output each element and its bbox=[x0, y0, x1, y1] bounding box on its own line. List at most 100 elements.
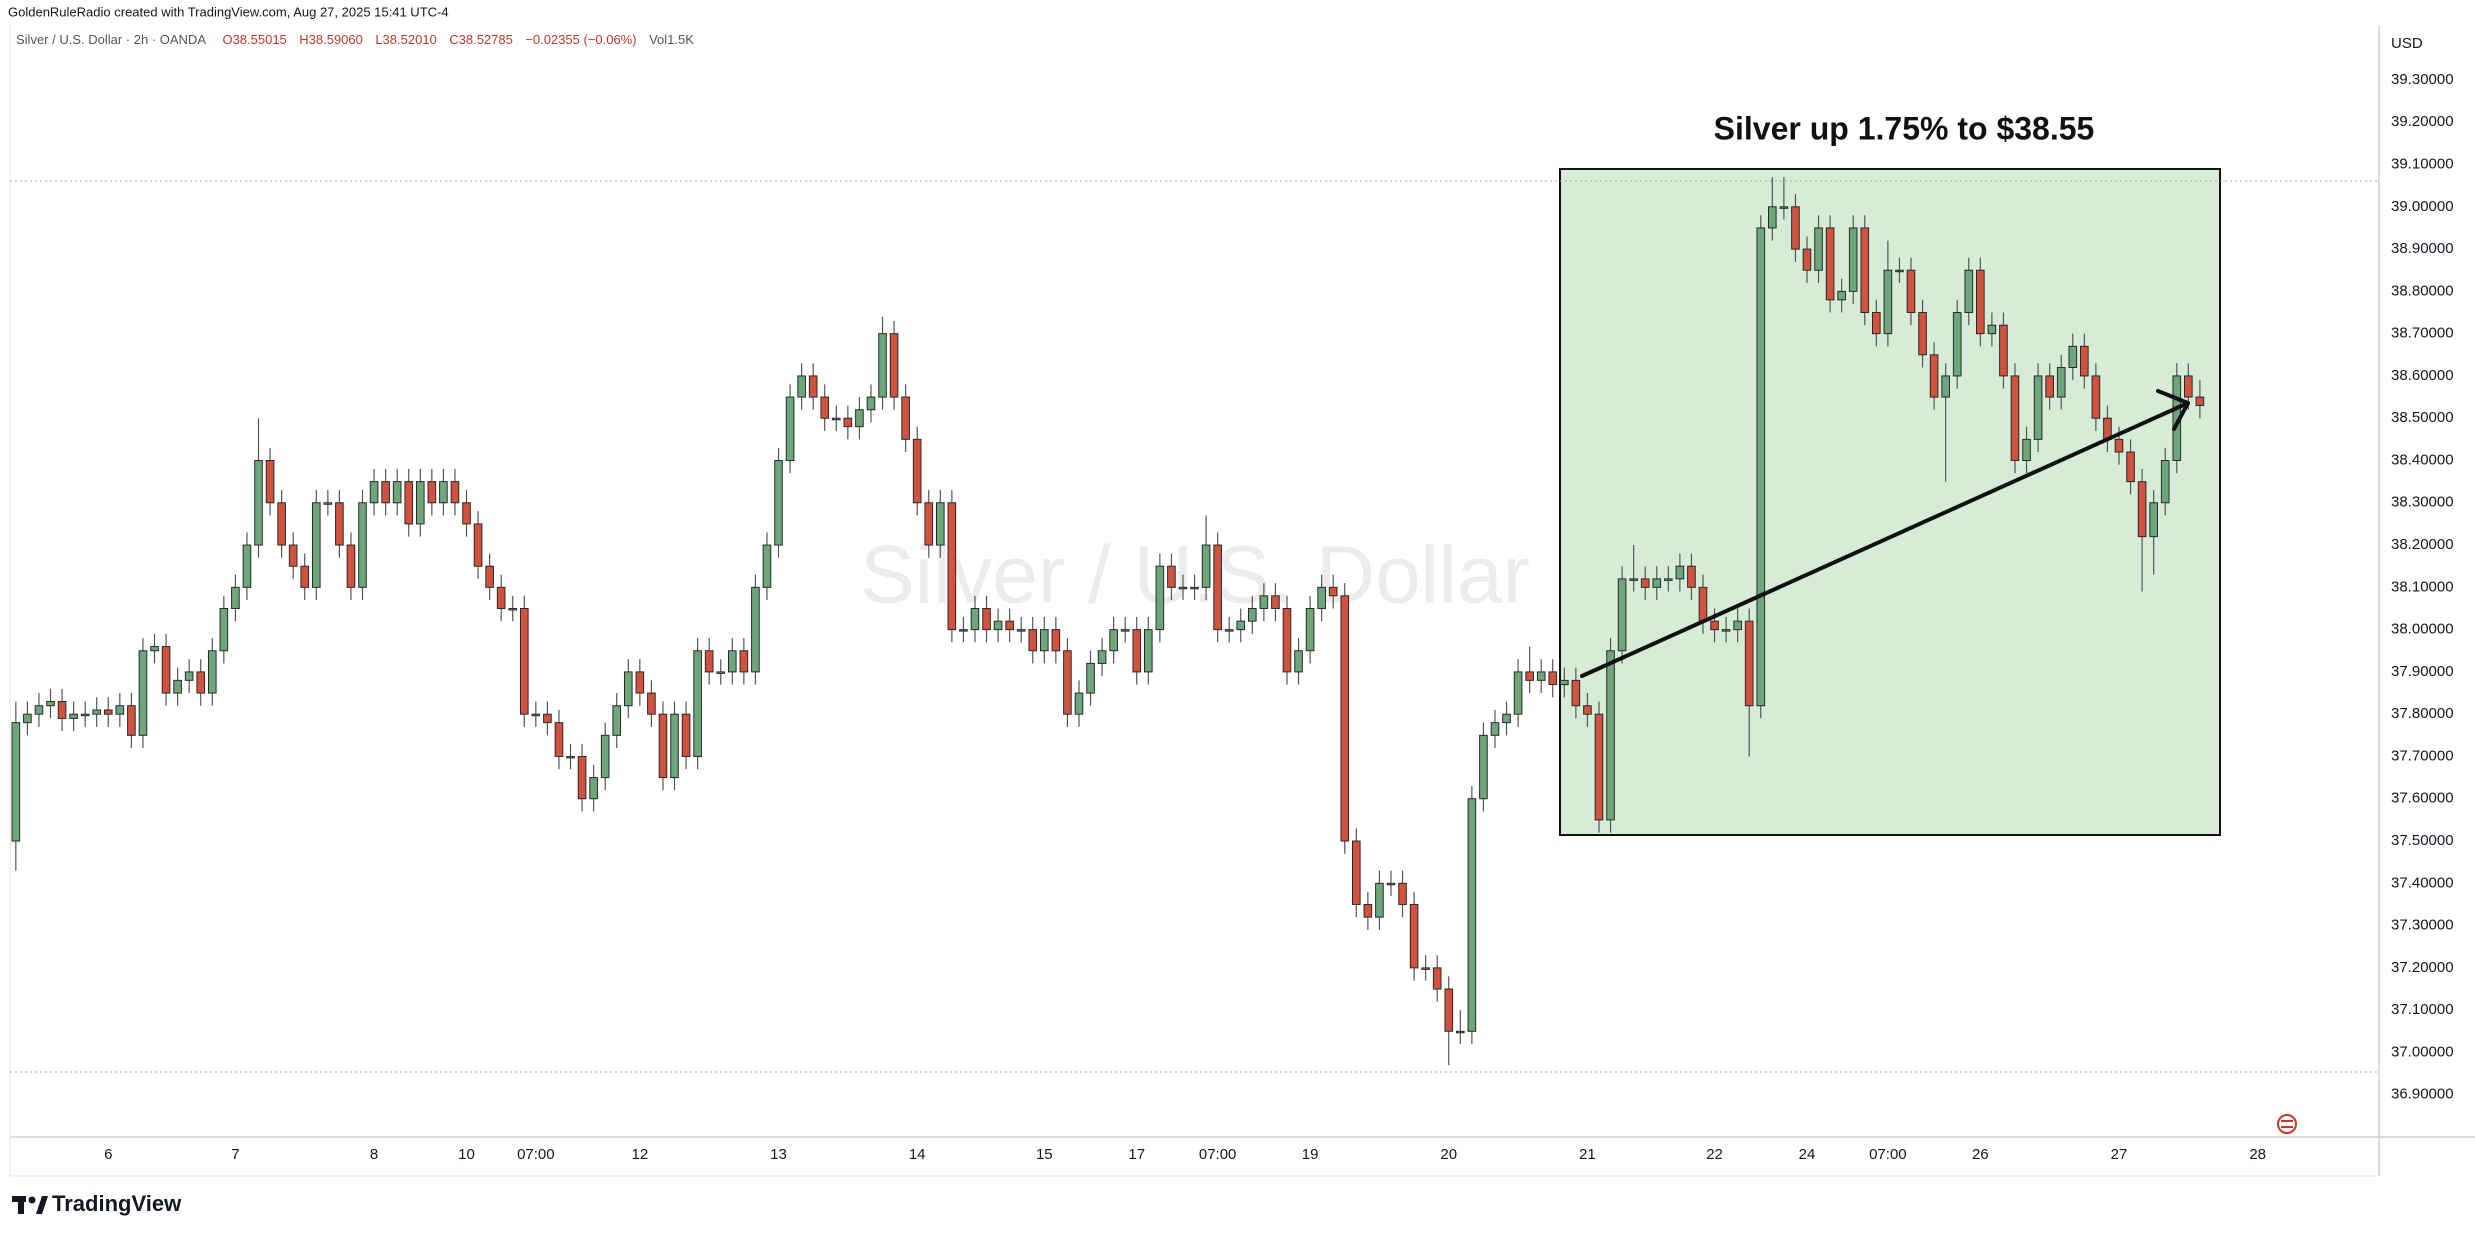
candle-body bbox=[1733, 620, 1742, 631]
candle-body bbox=[866, 396, 876, 411]
candle-body bbox=[519, 607, 529, 715]
candle-body bbox=[1583, 705, 1592, 715]
candle-body bbox=[1155, 565, 1165, 631]
y-tick-label: 37.90000 bbox=[2391, 663, 2454, 680]
x-tick-label: 19 bbox=[1302, 1146, 1319, 1163]
candle-body bbox=[1167, 565, 1176, 588]
candle-body bbox=[415, 481, 425, 525]
flag-icon bbox=[2277, 1114, 2297, 1134]
candle-body bbox=[1848, 227, 1858, 292]
candle-body bbox=[1791, 206, 1800, 250]
candle-body bbox=[1952, 312, 1962, 377]
brand: TradingView bbox=[52, 1191, 182, 1216]
candle-body bbox=[993, 620, 1003, 631]
candle-body bbox=[1918, 312, 1927, 356]
trend-arrow bbox=[1580, 389, 2190, 678]
candle-body bbox=[1964, 269, 1974, 314]
y-tick-label: 37.80000 bbox=[2391, 705, 2454, 722]
candle-body bbox=[1213, 544, 1222, 631]
x-tick-label: 27 bbox=[2111, 1146, 2128, 1163]
candle-body bbox=[1190, 586, 1199, 590]
candle-body bbox=[2149, 502, 2158, 538]
candle-body bbox=[1132, 629, 1142, 673]
y-tick-label: 39.10000 bbox=[2391, 155, 2454, 172]
candle-body bbox=[1571, 679, 1581, 707]
candle-body bbox=[2184, 375, 2193, 398]
y-tick-label: 38.20000 bbox=[2391, 536, 2454, 553]
ohlc-close: C38.52785 bbox=[449, 32, 513, 47]
candle-body bbox=[1548, 671, 1558, 686]
candle-body bbox=[2022, 438, 2031, 461]
candle-body bbox=[1432, 967, 1442, 990]
x-tick-label: 10 bbox=[458, 1146, 475, 1163]
candle-body bbox=[80, 713, 90, 717]
candle-body bbox=[1120, 629, 1130, 632]
candle-body bbox=[323, 502, 333, 505]
candle-body bbox=[1617, 578, 1627, 652]
ohlc-open: O38.55015 bbox=[222, 32, 286, 47]
candle-body bbox=[1409, 903, 1419, 969]
candle-body bbox=[161, 646, 171, 694]
y-tick-label: 37.20000 bbox=[2391, 959, 2454, 976]
y-tick-label: 38.50000 bbox=[2391, 409, 2454, 426]
candle-body bbox=[23, 713, 32, 724]
candle-body bbox=[2010, 375, 2020, 461]
candle-body bbox=[554, 722, 564, 757]
candle-body bbox=[392, 481, 402, 504]
candles bbox=[11, 177, 2205, 1066]
candle-body bbox=[1467, 798, 1477, 1032]
candle-body bbox=[1051, 629, 1061, 652]
candle-body bbox=[1895, 269, 1904, 273]
candle-body bbox=[381, 481, 390, 504]
candle-body bbox=[1351, 840, 1361, 905]
candle-body bbox=[831, 417, 841, 421]
candle-body bbox=[1386, 882, 1396, 886]
candle-body bbox=[1271, 595, 1280, 609]
candle-body bbox=[1282, 607, 1292, 673]
candle-body bbox=[1444, 988, 1454, 1032]
candle-body bbox=[1802, 248, 1812, 271]
candle-body bbox=[739, 650, 749, 673]
candle-body bbox=[1860, 227, 1870, 314]
brand-logo bbox=[12, 1196, 48, 1214]
candle-body bbox=[358, 502, 367, 588]
candle-body bbox=[1224, 629, 1234, 632]
candle-body bbox=[11, 722, 21, 842]
candle-body bbox=[751, 586, 760, 673]
candle-body bbox=[1652, 578, 1662, 588]
candle-body bbox=[935, 502, 945, 546]
candle-body bbox=[1340, 595, 1350, 842]
candle-body bbox=[1941, 375, 1950, 398]
candle-body bbox=[1294, 650, 1303, 673]
y-tick-label: 38.80000 bbox=[2391, 282, 2454, 299]
candle-body bbox=[1779, 206, 1789, 209]
candle-body bbox=[473, 523, 483, 567]
candle-body bbox=[1664, 578, 1673, 581]
x-tick-label: 14 bbox=[909, 1146, 926, 1163]
x-tick-label: 21 bbox=[1579, 1146, 1596, 1163]
candle-body bbox=[959, 629, 968, 632]
y-tick-label: 37.60000 bbox=[2391, 790, 2454, 807]
candle-body bbox=[1016, 629, 1026, 632]
candle-body bbox=[1698, 586, 1708, 622]
candle-body bbox=[600, 734, 610, 779]
candle-body bbox=[1987, 324, 1997, 335]
candle-body bbox=[1837, 290, 1846, 301]
candle-body bbox=[1455, 1030, 1465, 1034]
x-tick-label: 22 bbox=[1706, 1146, 1723, 1163]
y-tick-label: 37.50000 bbox=[2391, 832, 2454, 849]
candle-body bbox=[496, 586, 506, 609]
candle-body bbox=[2080, 345, 2089, 377]
candle-body bbox=[681, 713, 691, 757]
y-tick-label: 38.90000 bbox=[2391, 240, 2454, 257]
candle-body bbox=[577, 755, 587, 800]
y-tick-label: 39.00000 bbox=[2391, 198, 2454, 215]
candle-body bbox=[2114, 438, 2124, 453]
candle-body bbox=[1606, 650, 1615, 821]
candle-body bbox=[947, 502, 957, 631]
candle-body bbox=[485, 565, 494, 588]
symbol-line: Silver / U.S. Dollar · 2h · OANDA O38.55… bbox=[16, 32, 694, 49]
candle-body bbox=[57, 701, 67, 719]
x-tick-label: 07:00 bbox=[1199, 1146, 1237, 1163]
